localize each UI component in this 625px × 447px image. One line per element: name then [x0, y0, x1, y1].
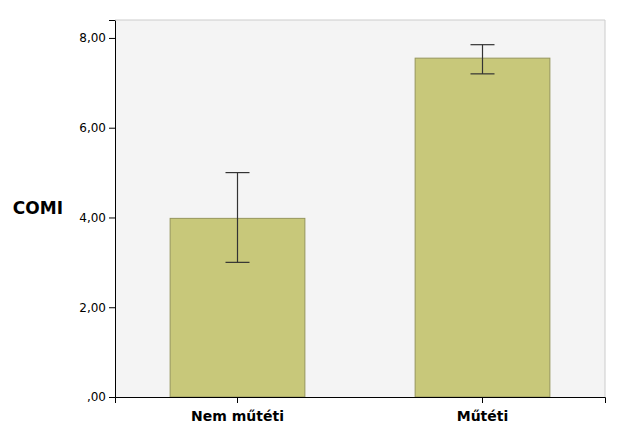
y-tick-label: 2,00: [79, 301, 106, 315]
y-axis-title: COMI: [13, 198, 63, 218]
x-tick: Műtéti: [457, 397, 509, 424]
y-tick: 6,00: [79, 121, 115, 135]
y-tick: 8,00: [79, 31, 115, 45]
x-axis-line: [116, 398, 606, 404]
frame-right: [605, 20, 606, 397]
y-tick-mark: [109, 307, 115, 308]
x-tick-label: Nem műtéti: [191, 408, 284, 424]
x-axis: Nem műtéti Műtéti: [116, 397, 606, 424]
y-tick-label: 4,00: [79, 211, 106, 225]
plot: ,00 2,00 4,00 6,00 8,00 Nem műtéti Műtéti COMI: [13, 20, 606, 424]
y-tick-label: 8,00: [79, 31, 106, 45]
plot-background: [115, 20, 605, 397]
chart-svg: ,00 2,00 4,00 6,00 8,00 Nem műtéti Műtéti COMI: [0, 0, 625, 447]
error-bar: [226, 173, 250, 263]
y-tick-mark: [109, 128, 115, 129]
y-tick: 4,00: [79, 211, 115, 225]
bar: [415, 58, 550, 397]
y-axis-line: [109, 21, 116, 398]
error-bar-line: [482, 45, 483, 74]
frame-top: [115, 20, 605, 21]
x-tick-mark: [482, 397, 483, 403]
error-cap-upper: [471, 44, 495, 45]
y-tick-mark: [109, 397, 115, 398]
x-tick-mark: [237, 397, 238, 403]
y-axis: ,00 2,00 4,00 6,00 8,00: [79, 21, 115, 405]
error-cap-lower: [226, 262, 250, 263]
error-bar: [471, 45, 495, 74]
error-cap-lower: [471, 73, 495, 74]
x-tick-label: Műtéti: [457, 408, 509, 424]
y-tick-label: ,00: [87, 390, 106, 404]
y-tick-mark: [109, 38, 115, 39]
y-tick: 2,00: [79, 301, 115, 315]
error-cap-upper: [226, 172, 250, 173]
x-tick: Nem műtéti: [191, 397, 284, 424]
y-tick-label: 6,00: [79, 121, 106, 135]
y-tick-mark: [109, 217, 115, 218]
error-bar-line: [237, 173, 238, 263]
marks: [170, 45, 550, 397]
chart-container: ,00 2,00 4,00 6,00 8,00 Nem műtéti Műtéti COMI: [0, 0, 625, 447]
y-tick: ,00: [87, 390, 115, 404]
